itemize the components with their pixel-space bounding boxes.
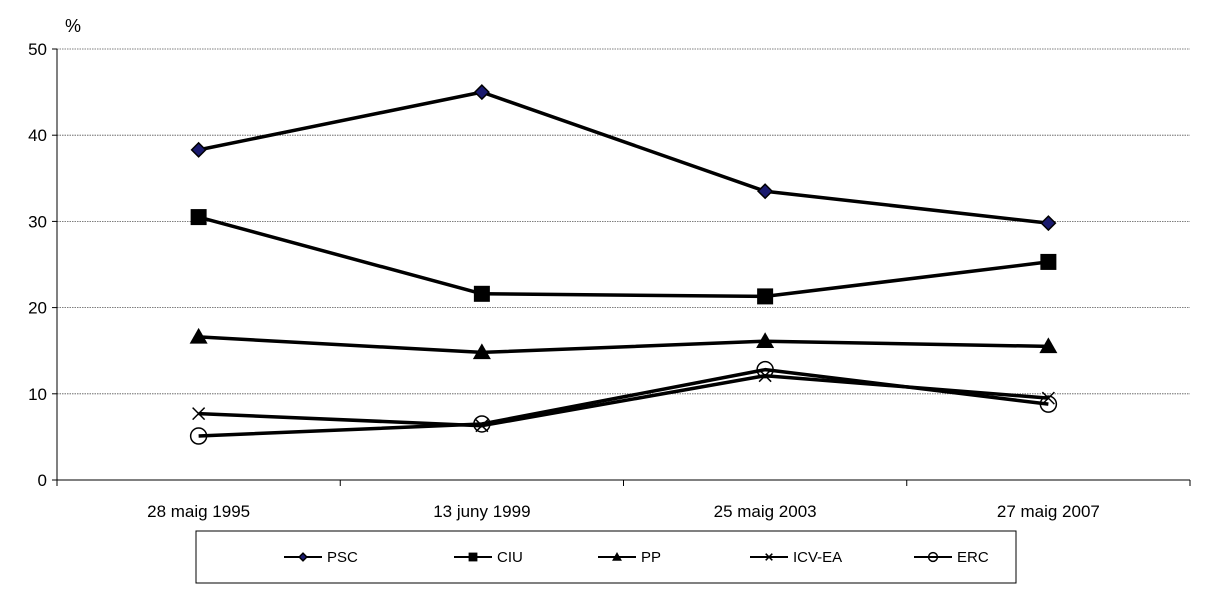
data-point-erc — [473, 415, 491, 433]
data-point-ciu — [1040, 253, 1057, 270]
data-point-pp — [1039, 337, 1058, 354]
y-tick-label: 40 — [28, 126, 47, 145]
legend-marker-icv-ea — [765, 553, 773, 561]
series-psc — [190, 84, 1057, 232]
series-line-psc — [198, 90, 1049, 225]
axes — [52, 48, 1191, 486]
marker-x-stroke — [765, 553, 773, 561]
legend-marker-psc — [298, 552, 308, 562]
series-ciu — [190, 209, 1057, 305]
x-tick-label: 27 maig 2007 — [997, 502, 1100, 521]
data-point-pp — [189, 327, 208, 344]
series-icv-ea — [192, 369, 1055, 433]
legend-label-pp: PP — [641, 549, 661, 566]
y-tick-label: 10 — [28, 385, 47, 404]
data-point-icv-ea — [192, 407, 206, 421]
series-erc — [189, 360, 1058, 445]
data-point-erc — [189, 427, 208, 445]
y-axis-tick-labels: 0 10 20 30 40 50 — [28, 40, 47, 490]
legend-item-icv-ea: ICV-EA — [750, 549, 842, 566]
data-point-ciu — [190, 209, 207, 226]
data-point-psc — [757, 183, 774, 200]
series-line-erc — [198, 367, 1049, 438]
data-point-psc — [190, 141, 207, 158]
data-point-pp — [756, 332, 775, 348]
x-axis-tick-labels: 28 maig 1995 13 juny 1999 25 maig 2003 27 m… — [147, 502, 1100, 521]
legend: PSC CIU PP ICV-EA ERC — [195, 530, 1017, 584]
series-lines — [189, 84, 1058, 445]
series-pp — [189, 327, 1058, 360]
y-tick-label: 20 — [28, 299, 47, 318]
series-line-ciu — [198, 215, 1049, 299]
legend-item-erc: ERC — [914, 549, 989, 566]
data-point-erc — [756, 360, 774, 379]
data-point-ciu — [473, 285, 490, 302]
legend-item-pp: PP — [598, 549, 661, 566]
data-point-psc — [1040, 215, 1057, 232]
legend-label-psc: PSC — [327, 549, 358, 566]
y-tick-label: 50 — [28, 40, 47, 59]
y-tick-label: 30 — [28, 212, 47, 231]
y-tick-label: 0 — [38, 471, 47, 490]
series-line-icv-ea — [198, 373, 1049, 428]
data-point-pp — [472, 343, 491, 360]
legend-item-psc: PSC — [284, 549, 358, 566]
legend-label-icv-ea: ICV-EA — [793, 549, 842, 566]
legend-marker-ciu — [468, 552, 478, 562]
data-point-erc — [1039, 395, 1058, 413]
x-tick-label: 25 maig 2003 — [714, 502, 817, 521]
legend-label-ciu: CIU — [497, 549, 523, 566]
legend-label-erc: ERC — [957, 549, 989, 566]
data-point-psc — [473, 84, 490, 101]
marker-x-stroke — [192, 407, 206, 421]
data-point-ciu — [757, 288, 774, 305]
x-tick-label: 28 maig 1995 — [147, 502, 250, 521]
legend-item-ciu: CIU — [454, 549, 523, 566]
legend-marker-erc — [927, 551, 939, 563]
y-axis-unit-label: % — [65, 16, 81, 36]
x-tick-label: 13 juny 1999 — [433, 502, 530, 521]
legend-marker-pp — [612, 552, 622, 561]
gridlines — [57, 48, 1190, 395]
series-line-pp — [198, 335, 1049, 355]
